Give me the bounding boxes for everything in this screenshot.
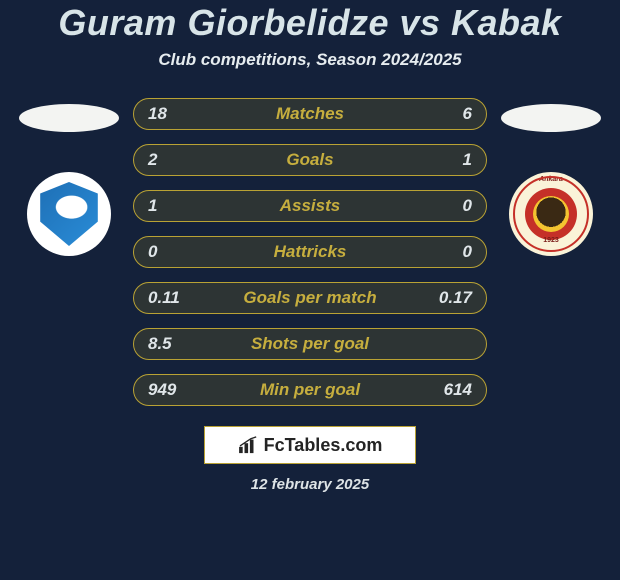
stat-left-value: 1: [148, 196, 188, 216]
stat-left-value: 0: [148, 242, 188, 262]
stat-row-hattricks: 0 Hattricks 0: [133, 236, 487, 268]
stat-right-value: 614: [432, 380, 472, 400]
stat-label: Assists: [188, 196, 432, 216]
stat-row-assists: 1 Assists 0: [133, 190, 487, 222]
stat-row-matches: 18 Matches 6: [133, 98, 487, 130]
stat-left-value: 8.5: [148, 334, 188, 354]
stat-label: Matches: [188, 104, 432, 124]
left-side: [19, 98, 119, 256]
stat-label: Hattricks: [188, 242, 432, 262]
genclerbirligi-crest: [509, 172, 593, 256]
source-badge: FcTables.com: [204, 426, 416, 464]
page-title: Guram Giorbelidze vs Kabak: [58, 2, 561, 44]
stat-row-min-per-goal: 949 Min per goal 614: [133, 374, 487, 406]
main-row: 18 Matches 6 2 Goals 1 1 Assists 0 0 Hat…: [0, 98, 620, 406]
stat-left-value: 2: [148, 150, 188, 170]
stats-column: 18 Matches 6 2 Goals 1 1 Assists 0 0 Hat…: [133, 98, 487, 406]
stat-left-value: 949: [148, 380, 188, 400]
source-brand-text: FcTables.com: [264, 435, 383, 456]
stat-label: Min per goal: [188, 380, 432, 400]
shield-icon: [37, 182, 101, 246]
stat-label: Goals: [188, 150, 432, 170]
stat-left-value: 0.11: [148, 288, 188, 308]
stat-label: Shots per goal: [188, 334, 432, 354]
crest-core-icon: [533, 196, 569, 232]
stat-row-shots-per-goal: 8.5 Shots per goal: [133, 328, 487, 360]
date-text: 12 february 2025: [251, 476, 369, 493]
stat-right-value: 6: [432, 104, 472, 124]
stat-right-value: 1: [432, 150, 472, 170]
page-subtitle: Club competitions, Season 2024/2025: [158, 50, 461, 70]
right-name-pill: [501, 104, 601, 132]
right-side: [501, 98, 601, 256]
stat-right-value: 0.17: [432, 288, 472, 308]
left-name-pill: [19, 104, 119, 132]
stat-row-goals-per-match: 0.11 Goals per match 0.17: [133, 282, 487, 314]
infographic-root: Guram Giorbelidze vs Kabak Club competit…: [0, 0, 620, 580]
stat-left-value: 18: [148, 104, 188, 124]
erzurumspor-crest: [27, 172, 111, 256]
stat-row-goals: 2 Goals 1: [133, 144, 487, 176]
stat-label: Goals per match: [188, 288, 432, 308]
bar-chart-icon: [238, 436, 260, 454]
stat-right-value: 0: [432, 196, 472, 216]
stat-right-value: 0: [432, 242, 472, 262]
